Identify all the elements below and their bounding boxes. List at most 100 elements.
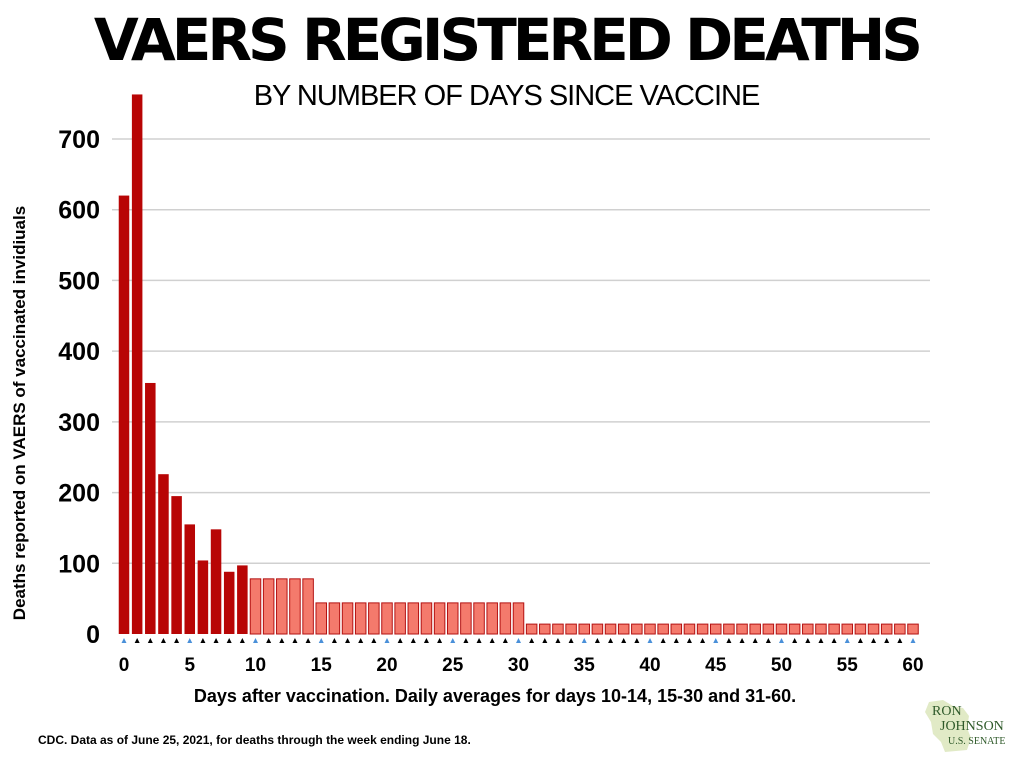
x-tick-label: 25 bbox=[442, 655, 464, 676]
y-axis-label: Deaths reported on VAERS of vaccinated i… bbox=[10, 205, 29, 621]
x-tick-label: 55 bbox=[837, 655, 859, 676]
bar bbox=[197, 560, 209, 634]
bar bbox=[512, 602, 525, 635]
day-marker bbox=[884, 638, 890, 643]
day-marker bbox=[476, 638, 482, 643]
day-marker bbox=[831, 638, 837, 643]
bar bbox=[539, 623, 551, 635]
day-marker bbox=[489, 638, 495, 643]
day-marker bbox=[739, 638, 745, 643]
day-marker bbox=[516, 638, 521, 643]
x-tick-label: 0 bbox=[119, 655, 130, 676]
bar bbox=[118, 195, 130, 635]
day-marker bbox=[318, 638, 324, 643]
bar bbox=[880, 623, 893, 635]
bar bbox=[907, 623, 919, 635]
day-marker bbox=[555, 638, 561, 643]
y-tick-label: 600 bbox=[58, 197, 100, 225]
bar bbox=[446, 602, 459, 635]
bar bbox=[736, 623, 748, 635]
bar bbox=[262, 578, 275, 635]
bar bbox=[184, 524, 196, 634]
x-tick-label: 10 bbox=[245, 655, 266, 676]
x-tick-label: 30 bbox=[508, 655, 529, 676]
bar bbox=[407, 602, 420, 635]
day-marker bbox=[239, 638, 245, 643]
bar bbox=[381, 602, 393, 635]
day-marker bbox=[253, 638, 258, 643]
day-marker bbox=[726, 638, 732, 643]
day-marker bbox=[581, 638, 587, 643]
day-marker bbox=[897, 638, 903, 643]
chart-subtitle: BY NUMBER OF DAYS SINCE VACCINE bbox=[253, 80, 761, 112]
day-marker bbox=[423, 638, 429, 643]
bar bbox=[328, 602, 341, 635]
day-marker bbox=[660, 638, 666, 643]
bar bbox=[631, 623, 643, 635]
bar bbox=[894, 623, 906, 635]
day-marker bbox=[608, 638, 614, 643]
day-marker bbox=[226, 638, 232, 643]
bar bbox=[854, 623, 867, 635]
x-tick-label: 60 bbox=[902, 655, 923, 676]
bar bbox=[565, 623, 577, 635]
y-tick-label: 200 bbox=[58, 480, 100, 508]
bar bbox=[578, 623, 591, 635]
y-tick-label: 0 bbox=[86, 621, 100, 649]
bar bbox=[749, 623, 761, 635]
day-marker bbox=[871, 638, 877, 643]
bar bbox=[354, 602, 367, 635]
day-marker bbox=[358, 638, 364, 643]
x-tick-label: 20 bbox=[376, 655, 397, 676]
bar bbox=[249, 578, 262, 635]
bar bbox=[158, 474, 169, 634]
bar bbox=[828, 623, 840, 635]
day-marker bbox=[213, 638, 219, 643]
x-axis-ticks: 0 5 10 15 20 25 30 35 40 45 50 55 60 bbox=[119, 655, 924, 676]
day-marker bbox=[187, 638, 193, 643]
bars bbox=[118, 94, 919, 635]
bar bbox=[552, 623, 564, 635]
bar bbox=[775, 623, 788, 635]
day-marker bbox=[673, 638, 679, 643]
day-marker bbox=[305, 638, 311, 643]
day-marker bbox=[174, 638, 180, 643]
day-marker bbox=[818, 638, 824, 643]
x-tick-label: 40 bbox=[639, 655, 660, 676]
logo-line-2: JOHNSON bbox=[940, 719, 1004, 734]
day-marker bbox=[450, 638, 456, 643]
source-note: CDC. Data as of June 25, 2021, for death… bbox=[38, 733, 471, 747]
bar bbox=[368, 602, 380, 635]
bar bbox=[289, 578, 301, 635]
bar bbox=[644, 623, 656, 635]
day-marker bbox=[844, 638, 850, 643]
y-tick-label: 400 bbox=[58, 338, 100, 366]
day-marker bbox=[700, 638, 706, 643]
bar bbox=[433, 602, 446, 635]
bar bbox=[145, 382, 156, 634]
bar bbox=[486, 602, 498, 635]
day-marker bbox=[752, 638, 758, 643]
bar bbox=[802, 623, 814, 635]
bar bbox=[237, 565, 248, 634]
day-marker bbox=[266, 638, 272, 643]
bar bbox=[696, 623, 709, 635]
bar bbox=[460, 602, 472, 635]
day-marker bbox=[292, 638, 298, 643]
bar bbox=[591, 623, 604, 635]
bar bbox=[473, 602, 485, 635]
logo-line-1: RON bbox=[932, 704, 962, 719]
x-tick-label: 35 bbox=[574, 655, 596, 676]
y-tick-label: 700 bbox=[58, 126, 100, 154]
day-marker bbox=[529, 638, 535, 643]
bar bbox=[420, 602, 433, 635]
day-marker bbox=[200, 638, 206, 643]
day-marker bbox=[686, 638, 692, 643]
x-tick-label: 50 bbox=[771, 655, 792, 676]
bar bbox=[657, 623, 669, 635]
bar bbox=[815, 623, 827, 635]
day-marker bbox=[568, 638, 574, 643]
day-marker bbox=[134, 638, 140, 643]
day-marker bbox=[765, 638, 771, 643]
day-marker bbox=[371, 638, 377, 643]
